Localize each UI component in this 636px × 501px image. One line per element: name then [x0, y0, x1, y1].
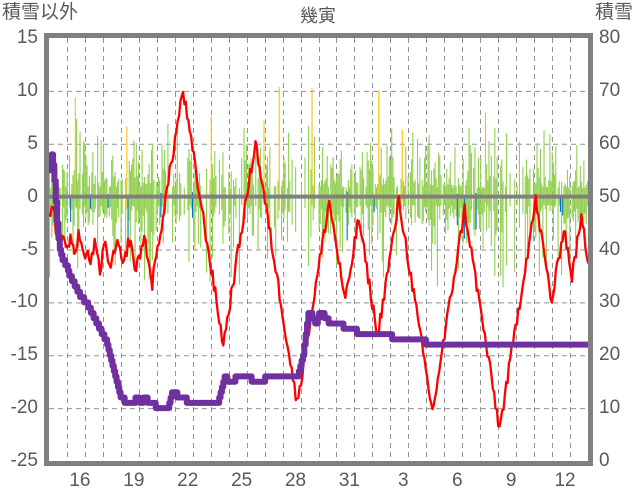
- left-tick-10: 10: [16, 79, 38, 101]
- x-tick-6: 3: [398, 470, 409, 491]
- right-tick-10: 10: [599, 397, 621, 419]
- x-tick-3: 25: [231, 470, 253, 491]
- left-tick-5: 5: [27, 132, 38, 154]
- right-tick-80: 80: [599, 27, 621, 48]
- x-tick-2: 22: [177, 470, 199, 491]
- right-tick-50: 50: [599, 185, 621, 207]
- x-tick-5: 31: [338, 470, 360, 491]
- x-tick-8: 9: [505, 470, 517, 491]
- left-tick--5: -5: [21, 238, 38, 260]
- temperature-line: [49, 90, 588, 428]
- right-axis-title: 積雪: [594, 2, 633, 23]
- left-tick--15: -15: [10, 344, 38, 366]
- left-tick-15: 15: [16, 27, 38, 48]
- right-tick-30: 30: [599, 291, 621, 313]
- x-tick-1: 19: [123, 470, 145, 491]
- left-tick--20: -20: [10, 397, 38, 419]
- right-tick-60: 60: [599, 132, 621, 154]
- plot-inner: [49, 38, 588, 461]
- right-tick-20: 20: [599, 344, 621, 366]
- left-axis-title: 積雪以外: [2, 2, 79, 23]
- left-tick-0: 0: [27, 185, 38, 207]
- right-tick-40: 40: [599, 238, 621, 260]
- x-tick-7: 6: [451, 470, 463, 491]
- x-tick-4: 28: [284, 470, 307, 491]
- x-tick-0: 16: [69, 470, 91, 491]
- right-tick-70: 70: [599, 79, 621, 101]
- plot-canvas: [49, 38, 588, 461]
- plot-area: [44, 33, 593, 466]
- left-tick--25: -25: [10, 450, 38, 471]
- right-tick-0: 0: [599, 450, 610, 471]
- x-tick-9: 12: [554, 470, 576, 491]
- chart-title: 幾寅: [300, 6, 336, 26]
- snow-depth-line: [49, 151, 588, 412]
- left-tick--10: -10: [10, 291, 38, 313]
